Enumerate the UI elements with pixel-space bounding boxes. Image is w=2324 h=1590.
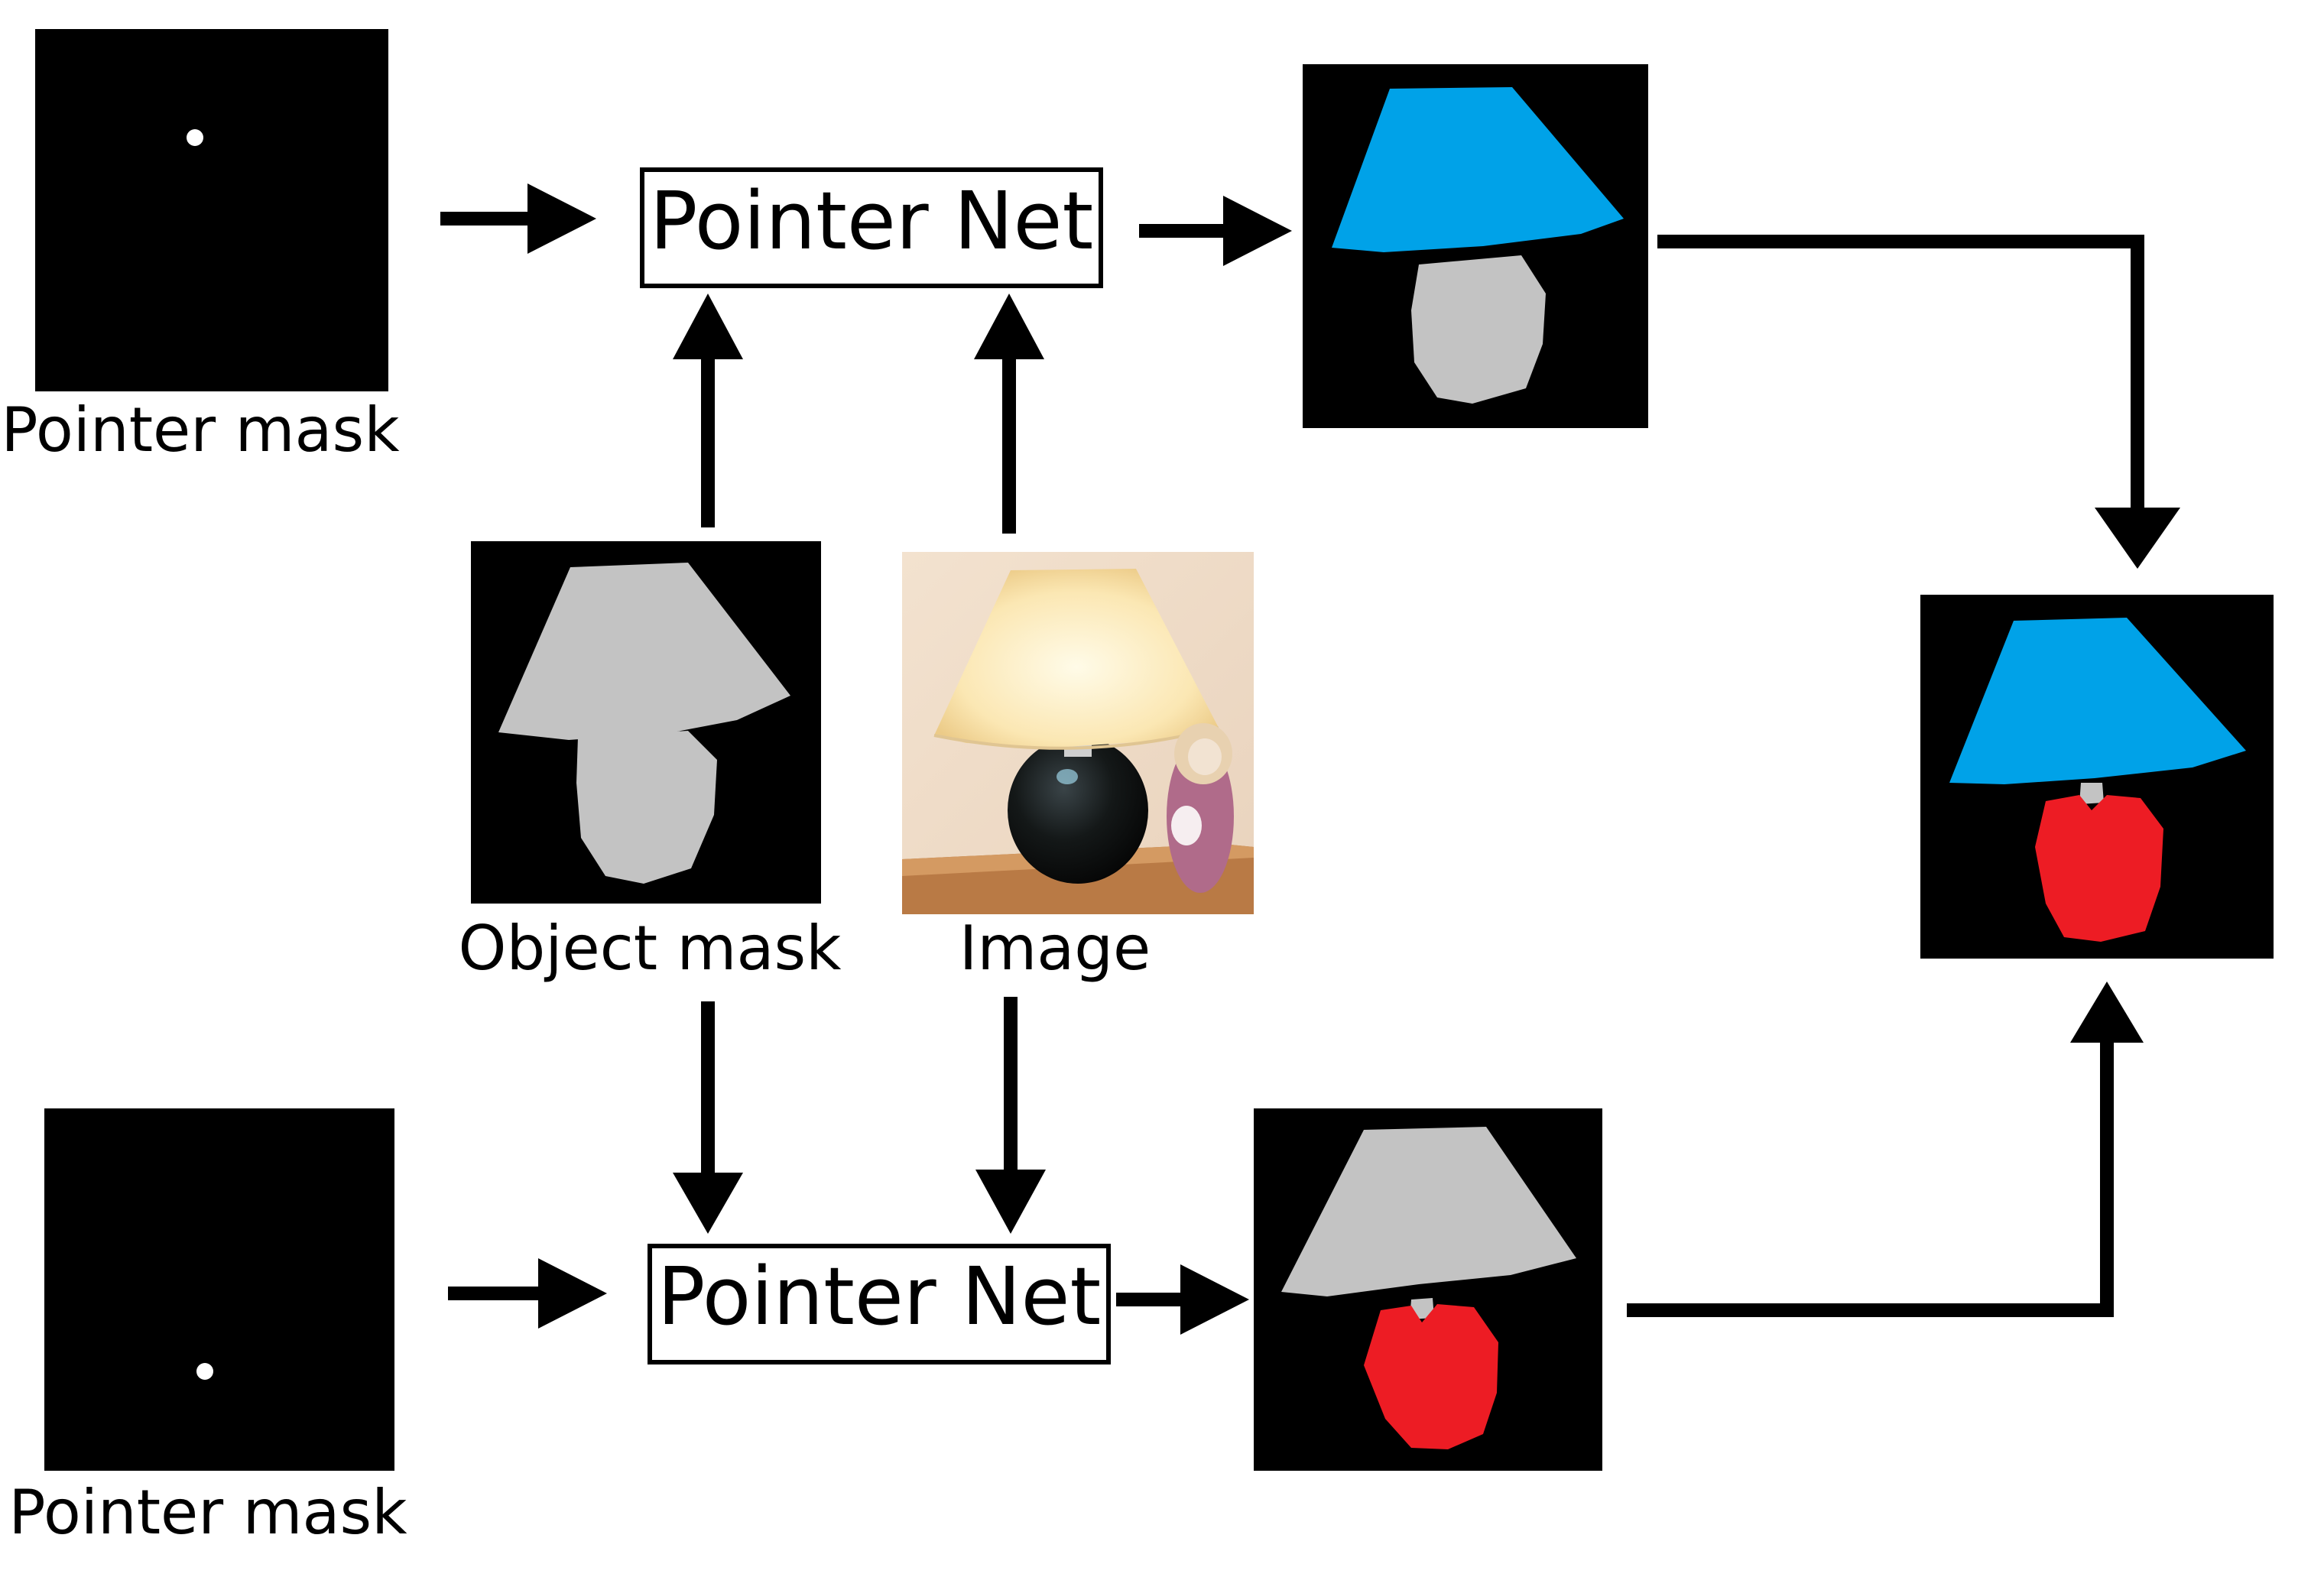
- pointer-net-bottom-label: Pointer Net: [657, 1250, 1102, 1343]
- object-mask-label: Object mask: [459, 913, 842, 984]
- arrow-image-to-net-bottom: [975, 997, 1046, 1234]
- final-lamp-neck: [2079, 783, 2104, 804]
- object-mask-base: [576, 731, 717, 884]
- arrow-object-mask-to-net-top: [673, 294, 743, 527]
- pointer-mask-top: [35, 29, 388, 391]
- final-lamp-base-red: [2035, 795, 2163, 942]
- pointer-dot-top: [187, 129, 203, 146]
- arrow-object-mask-to-net-bottom: [673, 1001, 743, 1234]
- lampshade-gray-bottom: [1281, 1127, 1576, 1296]
- arrow-top-output-to-final: [1657, 235, 2180, 569]
- arrow-pointer-mask-to-net-bottom: [448, 1258, 607, 1329]
- image-label: Image: [959, 913, 1151, 984]
- pointer-dot-bottom: [196, 1363, 213, 1380]
- arrow-bottom-output-to-final: [1627, 982, 2144, 1317]
- arrow-pointer-mask-to-net-top: [440, 183, 596, 254]
- pointer-net-top-label: Pointer Net: [650, 174, 1094, 268]
- object-mask-shade: [498, 563, 790, 740]
- final-mask: [1920, 595, 2274, 959]
- pointer-net-top: Pointer Net: [640, 167, 1103, 288]
- lampshade-blue-top: [1332, 87, 1624, 252]
- lamp-base-red-bottom: [1364, 1304, 1498, 1449]
- output-mask-top: [1303, 64, 1648, 428]
- input-image: [902, 552, 1254, 914]
- arrow-image-to-net-top: [974, 294, 1044, 534]
- arrow-net-to-output-top: [1139, 196, 1292, 266]
- image-lamp-base: [1008, 737, 1148, 884]
- final-lampshade-blue: [1949, 618, 2246, 784]
- pointer-mask-bottom-label: Pointer mask: [8, 1477, 407, 1548]
- arrow-net-to-output-bottom: [1116, 1264, 1249, 1335]
- pointer-mask-top-label: Pointer mask: [1, 394, 400, 466]
- pointer-mask-bottom: [44, 1108, 394, 1471]
- output-mask-bottom: [1254, 1108, 1602, 1471]
- lamp-base-gray-top: [1411, 255, 1546, 404]
- image-lampshade: [934, 569, 1219, 748]
- pointer-net-bottom: Pointer Net: [648, 1244, 1111, 1364]
- arrows: [440, 183, 2180, 1335]
- object-mask: [471, 541, 821, 904]
